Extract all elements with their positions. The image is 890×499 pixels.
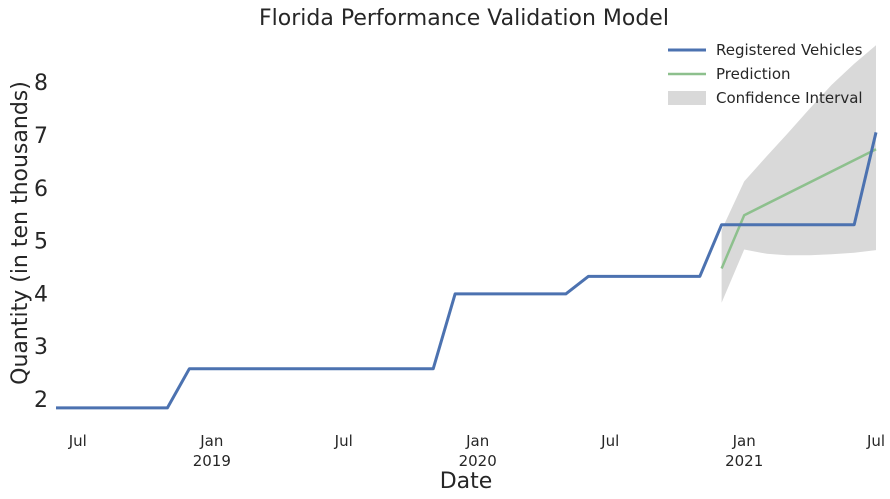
x-tick-label: Jul	[866, 432, 885, 450]
x-tick-label: Jul	[334, 432, 353, 450]
y-tick-label: 3	[34, 335, 48, 360]
x-tick-label: Jan	[732, 432, 756, 450]
series-layer	[56, 132, 878, 410]
confidence-interval-layer	[721, 45, 876, 303]
series-line-registered-vehicles	[56, 132, 878, 410]
x-tick-label: Jan	[465, 432, 489, 450]
y-tick-label: 8	[34, 71, 48, 96]
y-tick-label: 7	[34, 124, 48, 149]
legend-label-prediction: Prediction	[716, 65, 791, 83]
legend: Registered Vehicles Prediction Confidence …	[668, 41, 863, 107]
x-tick-label: Jan	[199, 432, 223, 450]
x-tick-label: Jul	[600, 432, 619, 450]
y-tick-labels: 2 3 4 5 6 7 8	[34, 71, 48, 413]
y-tick-label: 5	[34, 230, 48, 255]
legend-swatch-confidence-interval	[668, 91, 706, 105]
x-tick-year-label: 2021	[725, 452, 763, 470]
chart-title: Florida Performance Validation Model	[259, 6, 669, 31]
x-tick-year-label: 2019	[193, 452, 231, 470]
legend-label-registered-vehicles: Registered Vehicles	[716, 41, 863, 59]
x-axis-label: Date	[440, 469, 493, 494]
x-tick-year-label: 2020	[459, 452, 497, 470]
y-tick-label: 2	[34, 388, 48, 413]
y-tick-label: 6	[34, 177, 48, 202]
x-tick-labels: Jul Jan 2019 Jul Jan 2020 Jul Jan 2021 Jul	[68, 432, 885, 470]
y-axis-label: Quantity (in ten thousands)	[8, 81, 33, 385]
y-tick-label: 4	[34, 282, 48, 307]
confidence-interval-band	[721, 45, 876, 303]
legend-label-confidence-interval: Confidence Interval	[716, 89, 863, 107]
x-tick-label: Jul	[68, 432, 87, 450]
series-line-prediction	[720, 148, 877, 269]
